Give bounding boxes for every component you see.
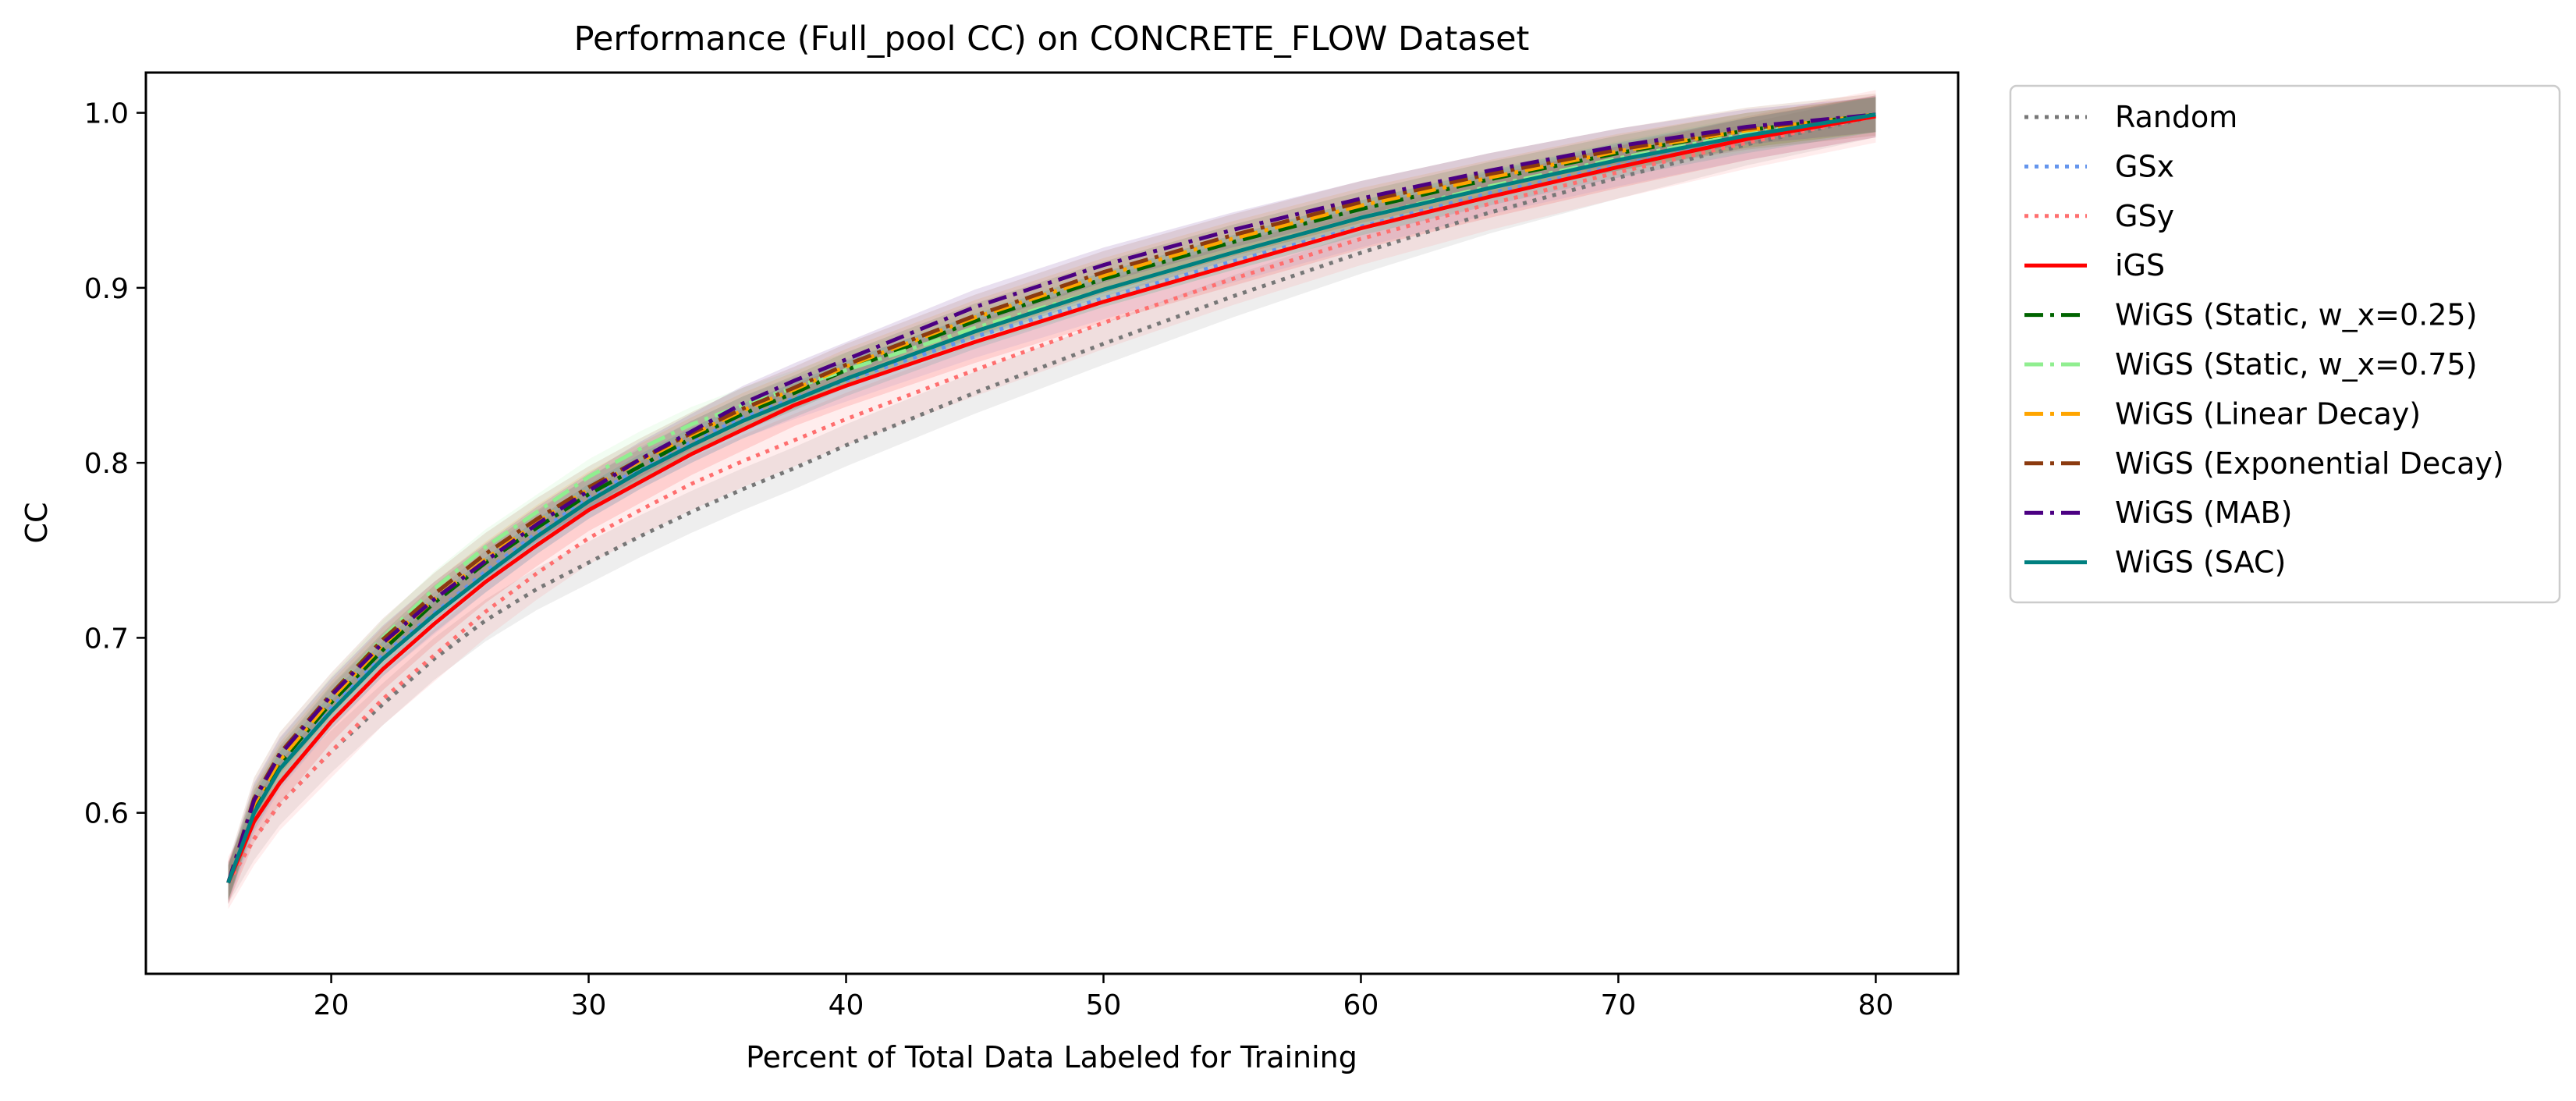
y-tick-label-3: 0.9 <box>84 273 129 305</box>
legend-box <box>2009 84 2561 604</box>
y-axis-label: CC <box>20 502 54 543</box>
x-tick-label-4: 60 <box>1343 989 1379 1021</box>
series-line-2 <box>226 114 1876 884</box>
series-line-1 <box>226 114 1876 884</box>
legend-label-8: WiGS (MAB) <box>2115 495 2292 530</box>
legend: Random GSx GSy iGS WiGS (Static, w_x=0.25) Wi… <box>2009 84 2561 604</box>
x-tick-label-5: 70 <box>1601 989 1637 1021</box>
y-tick-label-2: 0.8 <box>84 448 129 480</box>
legend-label-2: GSy <box>2115 199 2174 233</box>
series-line-6 <box>226 112 1876 884</box>
series-line-0 <box>226 114 1876 884</box>
x-tick-label-1: 30 <box>571 989 607 1021</box>
x-tick-label-0: 20 <box>314 989 349 1021</box>
series-band-0 <box>228 95 1876 904</box>
chart-title: Performance (Full_pool CC) on CONCRETE_F… <box>574 20 1530 59</box>
legend-label-6: WiGS (Linear Decay) <box>2115 396 2421 431</box>
series-line-8 <box>226 112 1876 884</box>
y-tick-label-1: 0.7 <box>84 623 129 655</box>
legend-label-0: Random <box>2115 100 2237 134</box>
y-tick-label-4: 1.0 <box>84 98 129 130</box>
series-band-8 <box>228 97 1876 900</box>
series-line-5 <box>226 112 1876 884</box>
series-band-2 <box>228 90 1876 909</box>
x-tick-label-3: 50 <box>1086 989 1122 1021</box>
x-tick-label-2: 40 <box>829 989 864 1021</box>
y-axis: 0.6 0.7 0.8 0.9 1.0 <box>84 98 146 830</box>
legend-label-7: WiGS (Exponential Decay) <box>2115 446 2504 481</box>
series-band-7 <box>228 93 1876 904</box>
series-band-5 <box>228 97 1876 900</box>
series-band-4 <box>228 97 1876 900</box>
legend-label-1: GSx <box>2115 149 2174 183</box>
x-axis-label: Percent of Total Data Labeled for Traini… <box>746 1040 1357 1074</box>
series-line-9 <box>226 112 1876 884</box>
series-band-3 <box>228 95 1876 904</box>
x-axis: 20 30 40 50 60 70 80 <box>314 974 1894 1021</box>
series-line-4 <box>226 112 1876 884</box>
series-band-1 <box>228 95 1876 904</box>
legend-label-3: iGS <box>2115 248 2165 282</box>
legend-label-5: WiGS (Static, w_x=0.75) <box>2115 347 2477 382</box>
series-line-3 <box>226 114 1876 884</box>
legend-label-9: WiGS (SAC) <box>2115 545 2286 580</box>
y-tick-label-0: 0.6 <box>84 798 129 830</box>
series-band-9 <box>228 97 1876 900</box>
plot-area <box>226 90 1876 909</box>
x-tick-label-6: 80 <box>1858 989 1894 1021</box>
series-band-6 <box>228 97 1876 900</box>
series-line-7 <box>226 112 1876 884</box>
legend-label-4: WiGS (Static, w_x=0.25) <box>2115 298 2477 332</box>
plot-frame <box>144 71 1960 975</box>
